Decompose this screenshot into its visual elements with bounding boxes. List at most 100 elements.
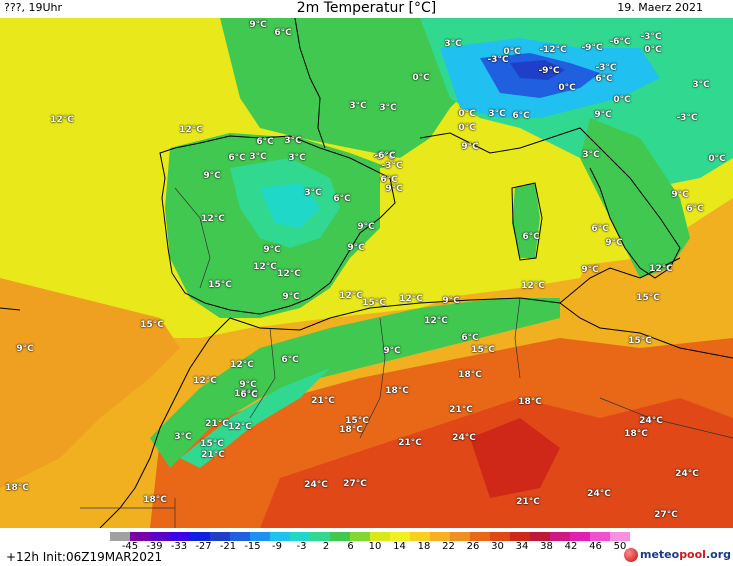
color-scale-segment — [370, 532, 391, 541]
logo-domain: .org — [705, 548, 731, 561]
temperature-label: -6°C — [609, 37, 631, 47]
temperature-label: 0°C — [558, 83, 576, 93]
temperature-label: 21°C — [311, 396, 335, 406]
temperature-label: -3°C — [595, 63, 617, 73]
temperature-label: 12°C — [179, 125, 203, 135]
color-scale-segment — [570, 532, 591, 541]
color-scale-segment — [610, 532, 630, 541]
temperature-label: 9°C — [594, 110, 612, 120]
temperature-label: 9°C — [442, 296, 460, 306]
temperature-label: 6°C — [380, 175, 398, 185]
temperature-label: 12°C — [228, 422, 252, 432]
color-scale-tick-label: -15 — [244, 541, 261, 552]
logo-ball-icon — [623, 548, 638, 562]
color-scale-tick-label: -27 — [195, 541, 212, 552]
temperature-label: 18°C — [385, 386, 409, 396]
temperature-label: 9°C — [461, 142, 479, 152]
header-bar: ???, 19Uhr 2m Temperatur [°C] 19. Maerz … — [0, 0, 733, 18]
color-scale-segment — [390, 532, 411, 541]
temperature-label: 18°C — [458, 370, 482, 380]
temperature-label: 9°C — [671, 190, 689, 200]
temperature-label: 9°C — [16, 344, 34, 354]
forecast-date: 19. Maerz 2021 — [617, 1, 703, 14]
color-scale-labels: -45 -39 -33 -27 -21 -15 -9 -3 2 6 10 14 18 22 26 30 34 38… — [0, 541, 733, 553]
color-scale-tick-label: 18 — [417, 541, 431, 552]
color-scale-tick-label: 30 — [491, 541, 504, 552]
color-scale-tick-label: 38 — [540, 541, 553, 552]
temperature-label: 0°C — [458, 109, 476, 119]
temperature-label: 3°C — [582, 150, 600, 160]
temperature-label: 12°C — [649, 264, 673, 274]
temperature-label: 3°C — [692, 80, 710, 90]
temperature-label: 12°C — [399, 294, 423, 304]
temperature-label: 18°C — [339, 425, 363, 435]
temperature-label: 9°C — [263, 245, 281, 255]
temperature-label: 3°C — [174, 432, 192, 442]
temperature-label: 9°C — [581, 265, 599, 275]
temperature-label: 3°C — [304, 188, 322, 198]
temperature-label: 18°C — [5, 483, 29, 493]
color-scale-tick-label: 2 — [322, 541, 330, 552]
color-scale-segment — [250, 532, 271, 541]
color-scale-segment — [430, 532, 451, 541]
color-scale-segment — [350, 532, 371, 541]
temperature-label: 18°C — [624, 429, 648, 439]
temperature-label: 0°C — [708, 154, 726, 164]
color-scale-tick-label: -45 — [121, 541, 139, 552]
color-scale-segment — [490, 532, 511, 541]
temperature-label: 6°C — [240, 390, 258, 400]
temperature-label: 12°C — [230, 360, 254, 370]
temperature-label: 24°C — [639, 416, 663, 426]
temperature-label: 15°C — [345, 416, 369, 426]
color-scale-tick-label: 14 — [393, 541, 406, 552]
color-scale-segment — [510, 532, 531, 541]
temperature-label: 0°C — [458, 123, 476, 133]
temperature-label: 6°C — [256, 137, 274, 147]
color-scale-segment — [590, 532, 611, 541]
temperature-label: 6°C — [595, 74, 613, 84]
temperature-label: 12°C — [193, 376, 217, 386]
temperature-label: 21°C — [398, 438, 422, 448]
temperature-label: 27°C — [343, 479, 367, 489]
meteopool-logo[interactable]: meteopool.org — [623, 548, 731, 562]
temperature-label: 24°C — [675, 469, 699, 479]
color-scale-segment — [550, 532, 571, 541]
color-scale-tick-label: -33 — [170, 541, 188, 552]
temperature-label: 15°C — [208, 280, 232, 290]
temperature-label: 12°C — [50, 115, 74, 125]
temperature-label: -9°C — [538, 66, 560, 76]
map-canvas — [0, 18, 733, 528]
color-scale-tick-label: 22 — [442, 541, 455, 552]
temperature-label: 3°C — [349, 101, 367, 111]
color-scale-tick-label: 46 — [589, 541, 602, 552]
temperature-label: 3°C — [288, 153, 306, 163]
temperature-label: 21°C — [516, 497, 540, 507]
temperature-label: 15°C — [471, 345, 495, 355]
temperature-label: 6°C — [686, 204, 704, 214]
temperature-label: 21°C — [205, 419, 229, 429]
color-scale-segment — [210, 532, 231, 541]
temperature-label: 6°C — [461, 333, 479, 343]
temperature-label: 12°C — [339, 291, 363, 301]
temperature-label: -3°C — [373, 152, 395, 162]
temperature-label: -3°C — [640, 32, 662, 42]
temperature-label: -3°C — [676, 113, 698, 123]
temperature-label: 0°C — [412, 73, 430, 83]
temperature-label: 3°C — [488, 109, 506, 119]
init-time-label: +12h Init:06Z19MAR2021 — [6, 550, 163, 564]
temperature-label: 15°C — [362, 298, 386, 308]
logo-meteo: meteo — [639, 548, 680, 561]
temperature-label: 12°C — [201, 214, 225, 224]
temperature-label: 24°C — [304, 480, 328, 490]
map-title: 2m Temperatur [°C] — [296, 0, 437, 16]
temperature-label: 6°C — [591, 224, 609, 234]
temperature-label: 9°C — [282, 292, 300, 302]
color-scale-tick-label: 34 — [515, 541, 529, 552]
color-scale-segment — [230, 532, 251, 541]
color-scale-tick-label: 6 — [347, 541, 354, 552]
temperature-label: -12°C — [539, 45, 567, 55]
temperature-label: 9°C — [383, 346, 401, 356]
temperature-label: 12°C — [253, 262, 277, 272]
temperature-label: 15°C — [200, 439, 224, 449]
temperature-label: 6°C — [333, 194, 351, 204]
